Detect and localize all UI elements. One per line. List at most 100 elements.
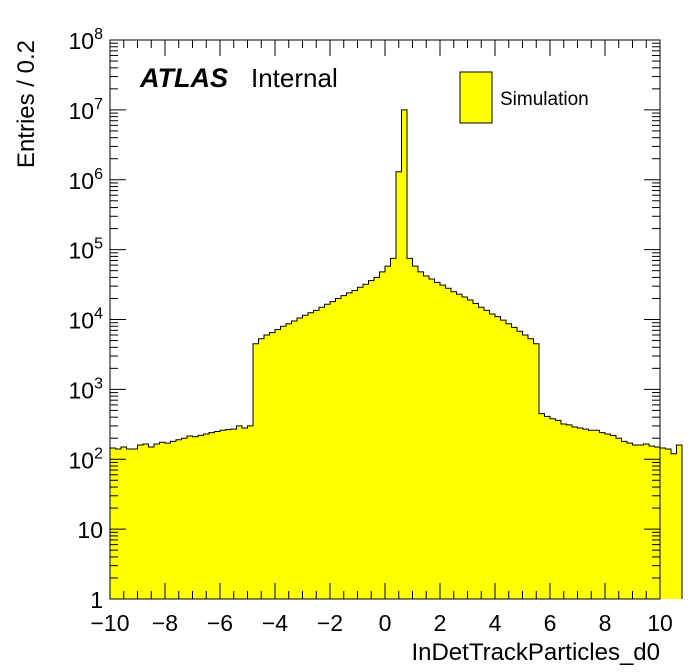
histogram-bin bbox=[660, 447, 666, 599]
histogram-bin bbox=[605, 433, 611, 599]
histogram-bin bbox=[484, 310, 490, 599]
histogram-bin bbox=[588, 430, 595, 599]
histogram-bin bbox=[451, 291, 457, 599]
histogram-bin bbox=[676, 444, 683, 599]
histogram-bin bbox=[319, 307, 325, 599]
histogram-bin bbox=[577, 428, 584, 599]
y-tick-label: 106 bbox=[69, 166, 104, 194]
histogram-bin bbox=[385, 266, 391, 599]
histogram-bin bbox=[280, 326, 287, 599]
x-tick-label: 4 bbox=[489, 610, 502, 636]
status-label: Internal bbox=[251, 63, 338, 93]
histogram-bin bbox=[297, 318, 303, 599]
histogram-bin bbox=[374, 277, 380, 599]
histogram-bin bbox=[264, 335, 270, 599]
histogram-bin bbox=[275, 329, 281, 599]
x-tick-label: 0 bbox=[379, 610, 392, 636]
histogram-bin bbox=[341, 295, 347, 599]
histogram-bin bbox=[132, 449, 138, 599]
histogram-bin bbox=[561, 423, 567, 599]
histogram-bin bbox=[154, 444, 160, 599]
legend-entry-simulation: Simulation bbox=[500, 89, 589, 110]
y-tick-labels: 1 10 102 103 104 105 106 107 108 bbox=[69, 26, 104, 613]
histogram-bin bbox=[418, 271, 424, 599]
histogram-bin bbox=[269, 332, 276, 599]
x-tick-label: 6 bbox=[544, 610, 557, 636]
histogram-bin bbox=[121, 446, 127, 599]
histogram-bin bbox=[621, 441, 628, 599]
x-tick-labels: −10 −8 −6 −4 −2 0 2 4 6 8 10 bbox=[90, 610, 672, 636]
x-tick-label: −8 bbox=[152, 610, 178, 636]
histogram-bin bbox=[594, 430, 600, 599]
histogram-bin bbox=[357, 287, 364, 599]
histogram-bin bbox=[115, 449, 122, 599]
histogram-bin bbox=[253, 343, 259, 599]
x-axis-label: InDetTrackParticles_d0 bbox=[411, 639, 660, 666]
histogram-bin bbox=[324, 304, 331, 599]
histogram-bin bbox=[539, 413, 545, 599]
histogram-bin bbox=[225, 429, 232, 599]
histogram-bin bbox=[671, 453, 677, 599]
histogram-bin bbox=[544, 416, 551, 599]
y-tick-label: 107 bbox=[69, 96, 104, 124]
histogram-bin bbox=[566, 424, 573, 599]
y-tick-label: 104 bbox=[69, 306, 104, 334]
histogram-bin bbox=[638, 444, 644, 599]
histogram-bin bbox=[242, 428, 248, 599]
histogram-bin bbox=[599, 432, 606, 599]
histogram-bin bbox=[550, 418, 556, 599]
histogram-bin bbox=[236, 425, 243, 599]
histogram-bin bbox=[143, 444, 149, 599]
histogram-bin bbox=[511, 327, 518, 599]
histogram-bin bbox=[412, 266, 419, 599]
histogram-bin bbox=[407, 258, 413, 599]
histogram-bin bbox=[390, 258, 397, 599]
histogram-bin bbox=[247, 425, 254, 599]
y-tick-label: 103 bbox=[69, 375, 104, 403]
histogram-bin bbox=[181, 438, 188, 599]
histogram-bin bbox=[643, 444, 650, 599]
histogram-bin bbox=[165, 443, 171, 599]
histogram-bin bbox=[517, 331, 523, 599]
histogram-bin bbox=[401, 109, 408, 599]
histogram-bin bbox=[126, 449, 133, 599]
histogram-bin bbox=[445, 288, 452, 599]
histogram-bin bbox=[291, 321, 298, 599]
histogram-bin bbox=[192, 436, 199, 599]
histogram-bin bbox=[489, 313, 496, 599]
histogram-outline bbox=[109, 109, 683, 599]
x-tick-label: −4 bbox=[262, 610, 288, 636]
histogram-bin bbox=[346, 292, 353, 599]
histogram-bin bbox=[495, 316, 501, 599]
y-tick-label: 1 bbox=[90, 587, 103, 613]
y-tick-label: 102 bbox=[69, 445, 104, 473]
histogram-bin bbox=[522, 335, 529, 599]
histogram-bin bbox=[649, 445, 655, 599]
axis-ticks bbox=[109, 39, 661, 600]
histogram-bin bbox=[583, 429, 589, 599]
histogram-bin bbox=[176, 439, 182, 599]
histogram-bin bbox=[506, 323, 512, 599]
histogram-bin bbox=[302, 315, 309, 599]
histogram-bin bbox=[286, 323, 292, 599]
y-axis-label: Entries / 0.2 bbox=[13, 40, 40, 168]
histogram-bin bbox=[220, 430, 226, 599]
histogram-bin bbox=[396, 171, 402, 599]
histogram-bin bbox=[440, 285, 446, 599]
histogram-bin bbox=[363, 284, 369, 599]
histogram-bin bbox=[379, 271, 386, 599]
histogram-bin bbox=[308, 312, 314, 599]
histogram-bin bbox=[610, 435, 617, 599]
histogram-bin bbox=[500, 320, 507, 599]
x-tick-label: −10 bbox=[90, 610, 129, 636]
histogram-bin bbox=[572, 426, 578, 599]
histogram-bin bbox=[627, 443, 633, 599]
histogram-bin bbox=[187, 436, 193, 599]
histogram-bin bbox=[462, 296, 468, 599]
histogram-bin bbox=[434, 282, 441, 599]
x-tick-label: 8 bbox=[599, 610, 612, 636]
histogram-bin bbox=[313, 310, 320, 599]
histogram-bin bbox=[214, 431, 221, 599]
x-tick-label: −2 bbox=[317, 610, 343, 636]
